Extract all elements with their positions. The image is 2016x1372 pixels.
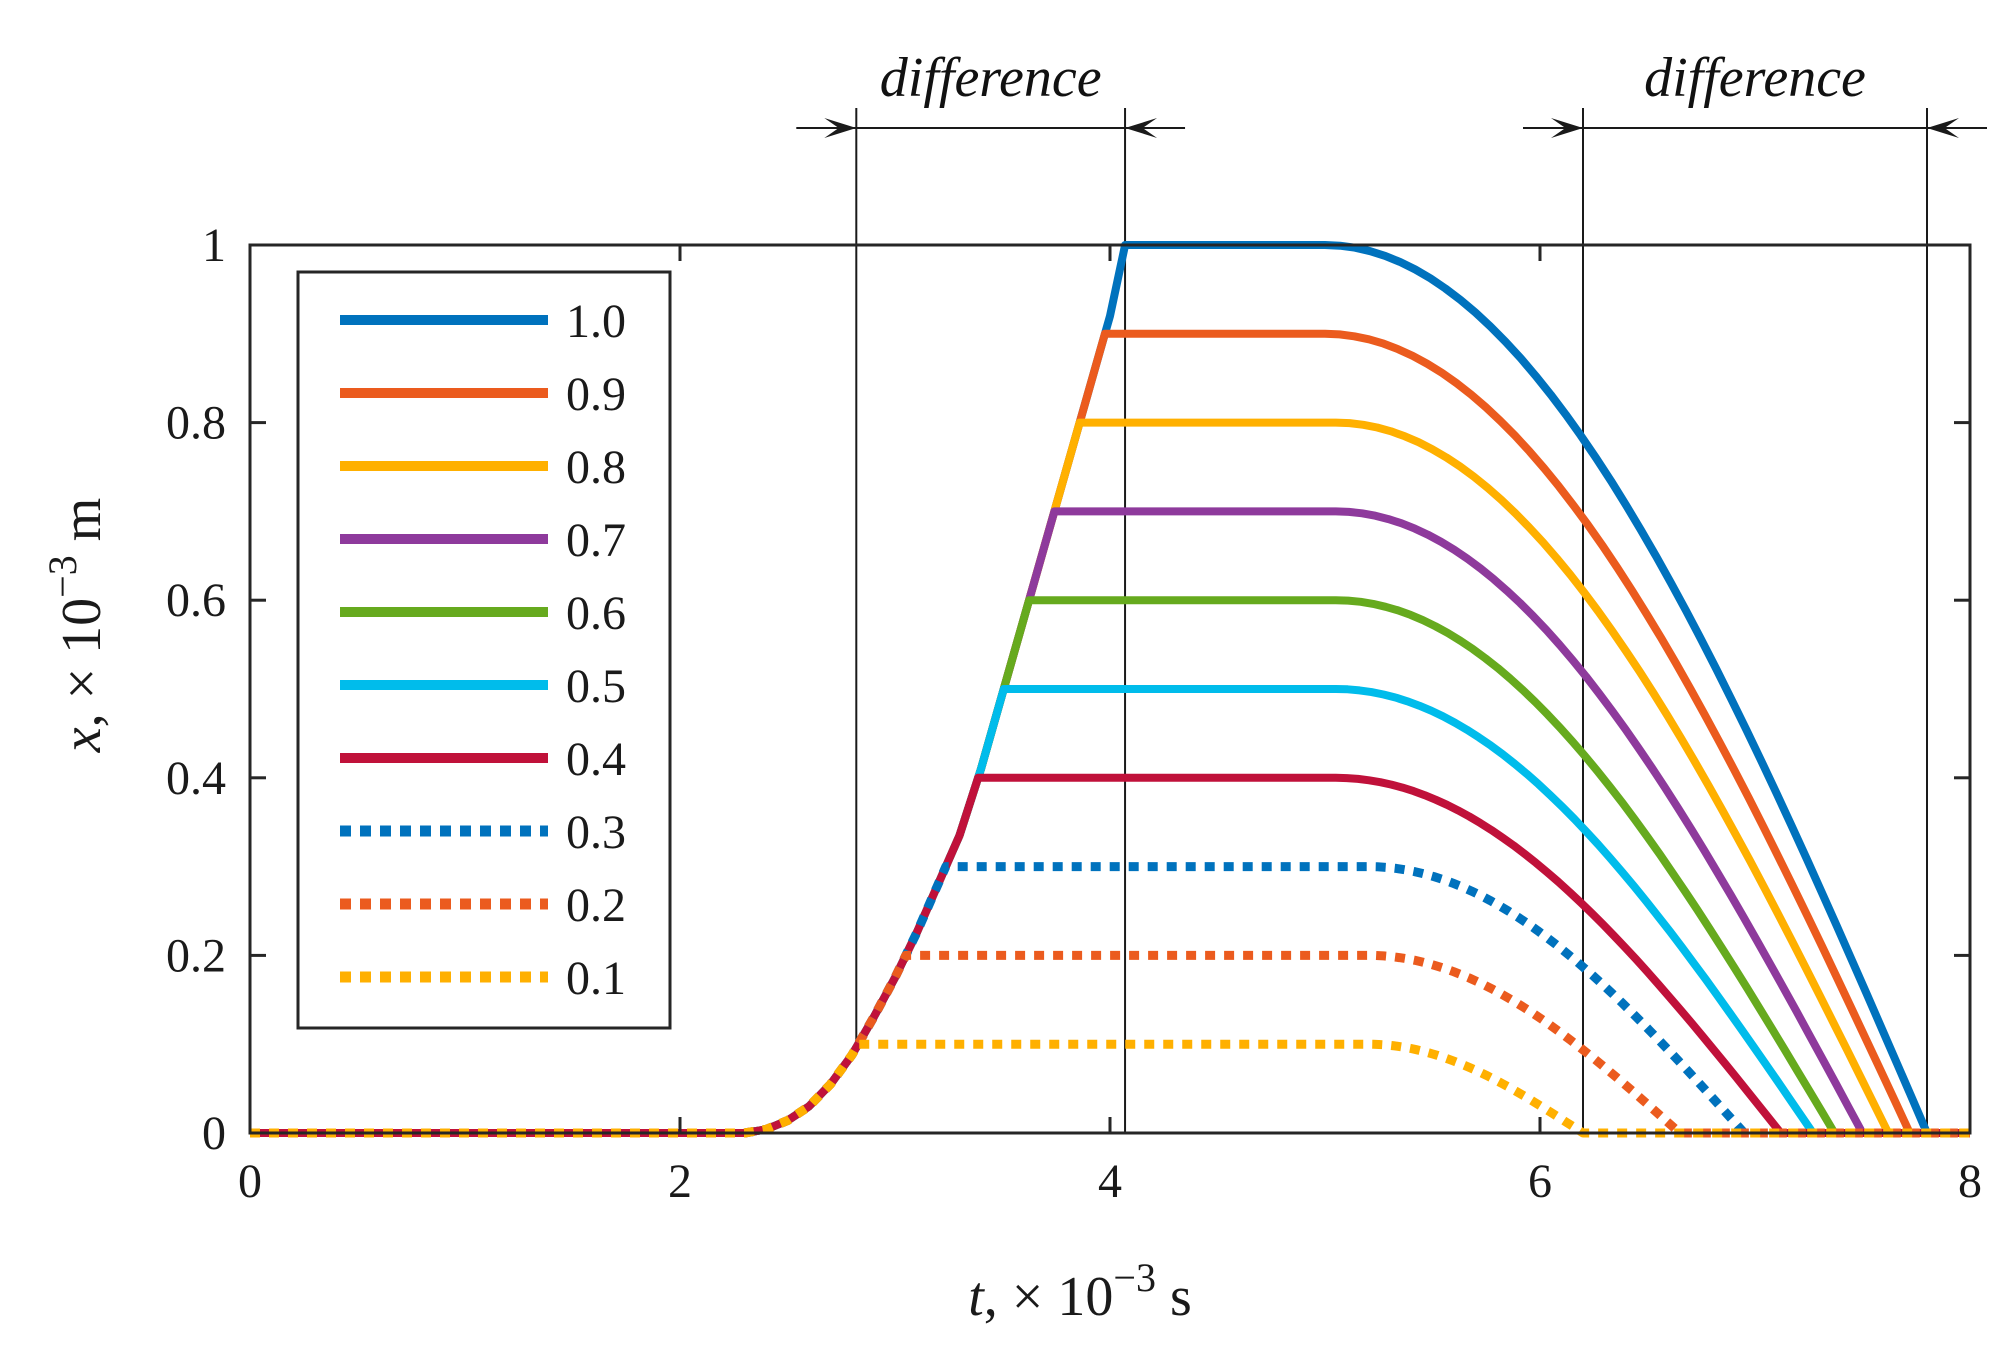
y-axis-unit: m: [51, 498, 113, 542]
legend-label: 0.2: [566, 879, 626, 932]
legend-label: 1.0: [566, 295, 626, 348]
y-tick-label: 0.2: [166, 929, 226, 982]
x-tick-label: 4: [1098, 1155, 1122, 1208]
legend-item: 0.6: [340, 587, 626, 640]
arrow-right-icon: [824, 118, 857, 138]
legend: 1.0 0.9 0.8 0.7 0.6 0.5 0.4 0.3 0.2 0.1: [296, 270, 672, 1030]
legend-item: 0.3: [340, 806, 626, 859]
y-axis-title: x, × 10−3 m: [40, 498, 113, 754]
legend-item: 0.5: [340, 660, 626, 713]
legend-item: 1.0: [340, 295, 626, 348]
tick-labels: 0 2 4 6 8 0 0.2 0.4 0.6 0.8 1: [166, 219, 1982, 1208]
difference-annotation: difference: [1523, 47, 1987, 1133]
y-axis-exp: −3: [40, 555, 85, 598]
x-tick-label: 6: [1528, 1155, 1552, 1208]
x-axis-exp: −3: [1113, 1255, 1156, 1300]
series-line-0.2: [250, 950, 1970, 1138]
series-line-0.4: [250, 773, 1970, 1137]
legend-label: 0.6: [566, 587, 626, 640]
legend-label: 0.5: [566, 660, 626, 713]
y-tick-label: 0.4: [166, 752, 226, 805]
x-axis-rest: × 10: [1012, 1266, 1114, 1328]
arrow-left-icon: [1927, 118, 1959, 138]
legend-label: 0.3: [566, 806, 626, 859]
legend-item: 0.4: [340, 733, 626, 786]
annotations: difference difference: [796, 47, 1987, 1133]
legend-item: 0.1: [340, 952, 626, 1005]
x-axis-var: t: [968, 1266, 985, 1328]
y-tick-label: 0.8: [166, 397, 226, 450]
y-tick-label: 0: [202, 1107, 226, 1160]
arrow-right-icon: [1551, 118, 1583, 138]
legend-item: 0.7: [340, 514, 626, 567]
legend-item: 0.2: [340, 879, 626, 932]
annotation-label: difference: [1644, 47, 1866, 109]
x-tick-label: 2: [668, 1155, 692, 1208]
x-axis-title: t, × 10−3 s: [968, 1255, 1192, 1328]
y-tick-label: 0.6: [166, 574, 226, 627]
legend-label: 0.9: [566, 368, 626, 421]
x-axis-unit: s: [1170, 1266, 1192, 1328]
annotation-label: difference: [880, 47, 1102, 109]
legend-item: 0.8: [340, 441, 626, 494]
series-line-0.3: [250, 862, 1970, 1138]
y-axis-var: x: [51, 727, 113, 753]
arrow-left-icon: [1125, 118, 1158, 138]
legend-label: 0.4: [566, 733, 626, 786]
y-axis-rest: × 10: [51, 598, 113, 700]
legend-label: 0.7: [566, 514, 626, 567]
legend-label: 0.8: [566, 441, 626, 494]
legend-label: 0.1: [566, 952, 626, 1005]
x-tick-label: 0: [238, 1155, 262, 1208]
series-layer: [250, 241, 1970, 1138]
difference-annotation: difference: [796, 47, 1186, 1133]
ticks: [248, 243, 1972, 1135]
y-tick-label: 1: [202, 219, 226, 272]
x-tick-label: 8: [1958, 1155, 1982, 1208]
legend-item: 0.9: [340, 368, 626, 421]
